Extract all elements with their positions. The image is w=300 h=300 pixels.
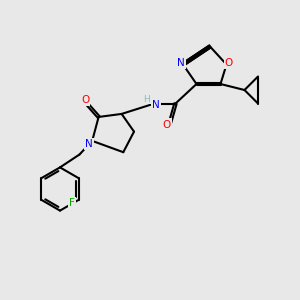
Text: N: N (152, 100, 160, 110)
Text: F: F (69, 198, 75, 208)
Text: N: N (177, 58, 184, 68)
Text: O: O (81, 95, 89, 105)
Text: O: O (225, 58, 233, 68)
Text: H: H (144, 94, 150, 103)
Text: N: N (85, 139, 92, 149)
Text: O: O (162, 119, 171, 130)
